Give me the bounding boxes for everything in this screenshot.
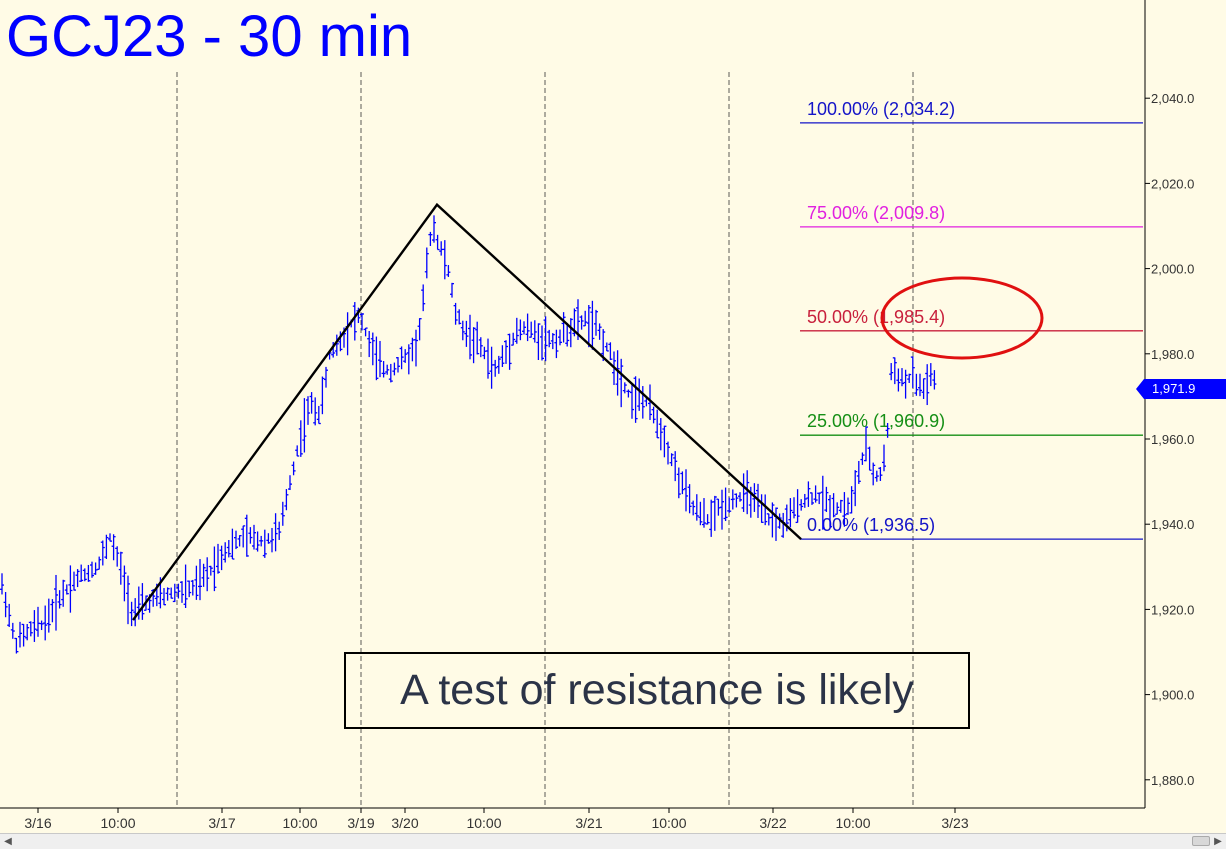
x-tick-label: 3/17: [208, 815, 235, 831]
fib-level-label: 25.00% (1,960.9): [807, 411, 945, 431]
chart-title: GCJ23 - 30 min: [6, 4, 413, 69]
x-tick-label: 10:00: [835, 815, 870, 831]
x-tick-label: 10:00: [466, 815, 501, 831]
horizontal-scrollbar[interactable]: ◀ ▶: [0, 833, 1226, 849]
x-tick-label: 10:00: [651, 815, 686, 831]
callout-box: A test of resistance is likely: [344, 652, 970, 729]
y-tick-label: 2,040.0: [1151, 91, 1194, 106]
y-tick-label: 2,020.0: [1151, 176, 1194, 191]
y-tick-label: 1,980.0: [1151, 347, 1194, 362]
fib-level-label: 50.00% (1,985.4): [807, 307, 945, 327]
x-tick-label: 3/19: [347, 815, 374, 831]
ohlc-series: [0, 215, 937, 654]
y-tick-label: 1,960.0: [1151, 432, 1194, 447]
y-tick-label: 1,880.0: [1151, 773, 1194, 788]
scroll-left-icon[interactable]: ◀: [4, 836, 12, 847]
resistance-circle: [880, 276, 1044, 360]
y-tick-label: 1,940.0: [1151, 517, 1194, 532]
x-tick-label: 3/23: [941, 815, 968, 831]
scroll-right-icon[interactable]: ▶: [1214, 836, 1222, 847]
x-tick-label: 3/20: [391, 815, 418, 831]
x-tick-label: 3/21: [575, 815, 602, 831]
y-tick-label: 2,000.0: [1151, 262, 1194, 277]
fib-level-label: 100.00% (2,034.2): [807, 99, 955, 119]
fib-level-label: 75.00% (2,009.8): [807, 203, 945, 223]
y-tick-label: 1,900.0: [1151, 688, 1194, 703]
last-price-tag: 1,971.9: [1136, 379, 1226, 399]
x-tick-label: 3/16: [24, 815, 51, 831]
abc-pattern-line: [132, 202, 802, 621]
x-tick-label: 10:00: [100, 815, 135, 831]
x-tick-label: 10:00: [282, 815, 317, 831]
x-tick-label: 3/22: [759, 815, 786, 831]
scroll-thumb[interactable]: [1192, 836, 1210, 846]
fib-level-label: 0.00% (1,936.5): [807, 515, 935, 535]
y-tick-label: 1,920.0: [1151, 602, 1194, 617]
